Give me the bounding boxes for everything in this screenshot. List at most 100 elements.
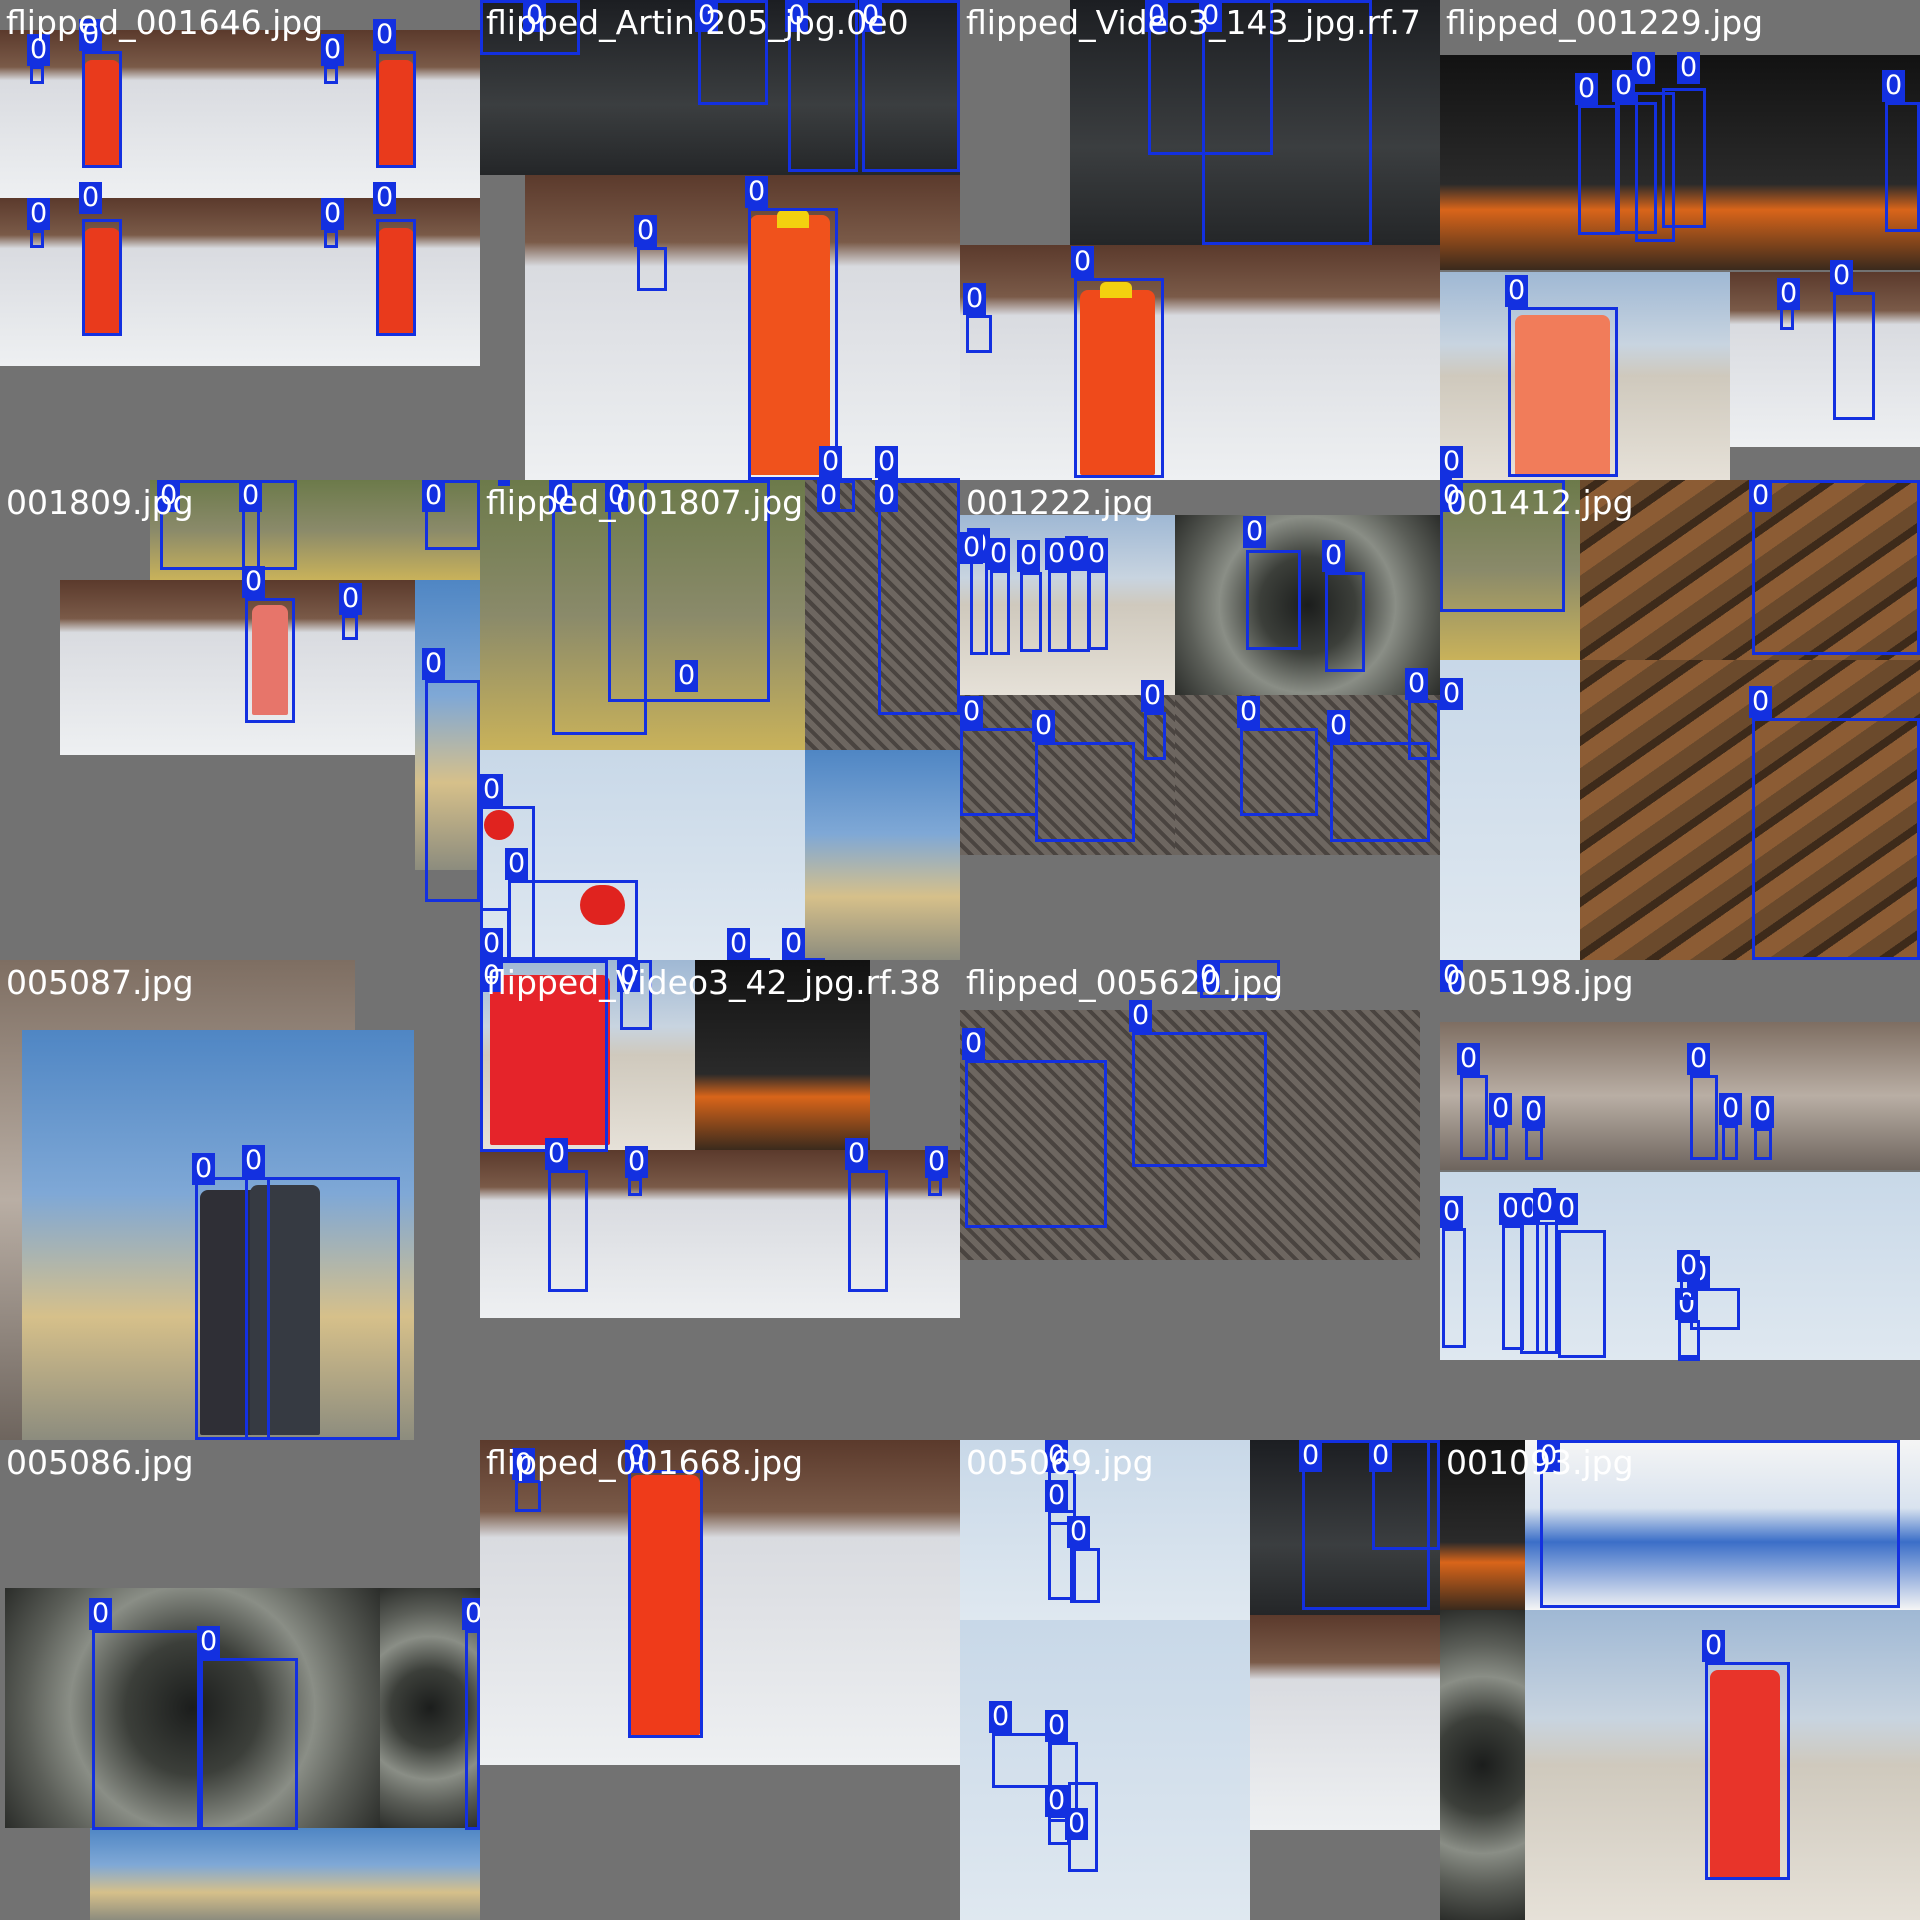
class-label: 0 [782, 928, 806, 960]
detection-box [324, 66, 338, 84]
tile-filename: flipped_Video3_143_jpg.rf.7 [966, 3, 1421, 42]
mosaic-tile: 0 0 0 0 0 0 0 0 0 005069.jpg [960, 1440, 1440, 1920]
detection-box [92, 1630, 200, 1830]
photo-blurred-worker [1525, 1440, 1920, 1610]
photo-snow-worker [960, 245, 1440, 480]
tile-filename: 001412.jpg [1446, 483, 1634, 522]
detection-box [30, 230, 44, 248]
tile-filename: flipped_001807.jpg [486, 483, 804, 522]
mosaic-tile: 0 0 flipped_001668.jpg [480, 1440, 960, 1920]
detection-box [1722, 1125, 1738, 1160]
class-label: 0 [480, 774, 504, 806]
class-label: 0 [962, 1028, 986, 1060]
class-label: 0 [1612, 70, 1636, 102]
mosaic-tile: 0 0 0 0 0 001412.jpg [1440, 480, 1920, 960]
class-label: 0 [625, 1440, 649, 1472]
detection-box [992, 1733, 1052, 1788]
mosaic-tile: 0 0 0 005086.jpg [0, 1440, 480, 1920]
worker-figure [1080, 290, 1155, 475]
class-label: 0 [545, 1138, 569, 1170]
class-label: 0 [1533, 1188, 1557, 1220]
tile-filename: 005086.jpg [6, 1443, 194, 1482]
class-label: 0 [605, 480, 629, 512]
detection-box [1068, 568, 1090, 652]
detection-box [1690, 1075, 1718, 1160]
class-label: 0 [963, 283, 987, 315]
class-label: 0 [242, 1145, 266, 1177]
photo-scaffold-workers [960, 1620, 1250, 1920]
detection-box [1754, 1128, 1772, 1160]
class-label: 0 [1537, 1440, 1561, 1472]
photo-dark-yard [1440, 1440, 1525, 1610]
class-label: 0 [1405, 668, 1429, 700]
photo-snow-worker [480, 1440, 960, 1765]
class-label: 0 [675, 660, 699, 692]
detection-box [628, 1470, 703, 1738]
detection-box [1678, 1355, 1700, 1361]
photo-tunnel [1440, 1610, 1525, 1920]
class-label: 0 [1522, 1096, 1546, 1128]
class-label: 0 [1555, 1193, 1579, 1225]
photo-snow-worker [690, 1150, 960, 1318]
detection-box [195, 1177, 270, 1440]
class-label: 0 [1440, 446, 1464, 478]
class-label: 0 [1702, 1630, 1726, 1662]
detection-box [1048, 1815, 1070, 1845]
photo-port [90, 1828, 480, 1920]
worker-figure [490, 975, 610, 1145]
detection-box [990, 570, 1010, 655]
photo-power-lines [1440, 660, 1580, 960]
detection-box [342, 615, 358, 640]
detection-box [1202, 0, 1372, 245]
class-label: 0 [1197, 960, 1221, 992]
class-label: 0 [1440, 1196, 1464, 1228]
class-label: 0 [845, 1138, 869, 1170]
detection-box [480, 960, 608, 1152]
photo-dark-yard [695, 960, 870, 1150]
detection-box [425, 480, 480, 550]
class-label: 0 [1065, 1808, 1089, 1840]
class-label: 0 [1045, 1480, 1069, 1512]
class-label: 0 [1440, 678, 1464, 710]
detection-box [1074, 278, 1164, 478]
class-label: 0 [1017, 540, 1041, 572]
class-label: 0 [523, 0, 547, 32]
class-label: 0 [1749, 480, 1773, 512]
class-label: 0 [321, 34, 345, 66]
photo-legs [1440, 480, 1580, 660]
detection-box [878, 478, 960, 480]
detection-box [1578, 105, 1620, 235]
class-label: 0 [1749, 686, 1773, 718]
mosaic-tile: 0 0 0 0 0 0 0 0 0 0 0 0 0 0 0 005198.jpg [1440, 960, 1920, 1440]
mosaic-tile: 0 0 0 0 flipped_Video3_143_jpg.rf.7 [960, 0, 1440, 480]
class-label: 0 [1299, 1440, 1323, 1472]
detection-box [1492, 1125, 1508, 1160]
detection-box [425, 680, 480, 902]
detection-box [1070, 1548, 1100, 1603]
detection-box [1833, 292, 1875, 420]
detection-box [1635, 92, 1675, 242]
class-label: 0 [79, 182, 103, 214]
detection-box [1662, 88, 1706, 228]
class-label: 0 [1145, 0, 1169, 32]
class-label: 0 [505, 848, 529, 880]
class-label: 0 [480, 928, 504, 960]
detection-box [1536, 1222, 1558, 1354]
detection-box [928, 1178, 942, 1196]
class-label: 0 [1632, 52, 1656, 84]
class-label: 0 [1085, 538, 1109, 570]
class-label: 0 [625, 1146, 649, 1178]
class-label: 0 [1045, 1785, 1069, 1817]
class-label: 0 [1677, 1250, 1701, 1282]
photo-dark-closeup [1250, 1440, 1440, 1615]
class-label: 0 [1457, 1043, 1481, 1075]
tile-filename: flipped_001229.jpg [1446, 3, 1764, 42]
class-label: 0 [1129, 1000, 1153, 1032]
photo-rebar [805, 480, 960, 750]
photo-wall [1440, 1022, 1920, 1170]
tile-filename: 005198.jpg [1446, 963, 1634, 1002]
detection-box [748, 208, 838, 480]
class-label: 0 [1575, 73, 1599, 105]
red-hardhat [580, 885, 625, 925]
class-label: 0 [785, 0, 809, 32]
